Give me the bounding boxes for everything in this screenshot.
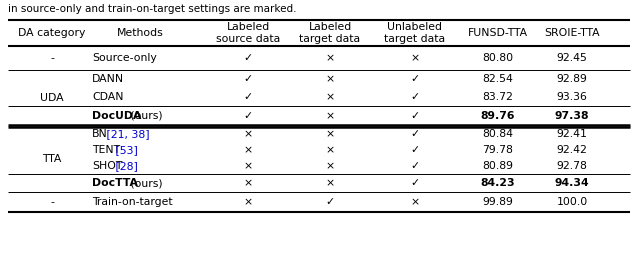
Text: ✓: ✓ xyxy=(410,161,420,171)
Text: ✓: ✓ xyxy=(410,74,420,84)
Text: 97.38: 97.38 xyxy=(555,111,589,121)
Text: ✓: ✓ xyxy=(410,92,420,102)
Text: FUNSD-TTA: FUNSD-TTA xyxy=(468,28,528,38)
Text: ✓: ✓ xyxy=(410,129,420,139)
Text: 80.89: 80.89 xyxy=(483,161,513,171)
Text: UDA: UDA xyxy=(40,93,64,103)
Text: ×: × xyxy=(325,53,335,63)
Text: TTA: TTA xyxy=(42,154,61,164)
Text: ×: × xyxy=(325,111,335,121)
Text: ✓: ✓ xyxy=(325,197,335,207)
Text: 80.80: 80.80 xyxy=(483,53,513,63)
Text: DA category: DA category xyxy=(19,28,86,38)
Text: ×: × xyxy=(243,178,253,188)
Text: DocTTA: DocTTA xyxy=(92,178,138,188)
Text: ✓: ✓ xyxy=(243,74,253,84)
Text: ×: × xyxy=(325,74,335,84)
Text: TENT: TENT xyxy=(92,145,120,155)
Text: 99.89: 99.89 xyxy=(483,197,513,207)
Text: (ours): (ours) xyxy=(127,111,162,121)
Text: ×: × xyxy=(243,161,253,171)
Text: ×: × xyxy=(410,197,420,207)
Text: Labeled
target data: Labeled target data xyxy=(300,22,360,44)
Text: ×: × xyxy=(243,129,253,139)
Text: ×: × xyxy=(243,145,253,155)
Text: 92.41: 92.41 xyxy=(557,129,588,139)
Text: -: - xyxy=(50,53,54,63)
Text: ×: × xyxy=(325,129,335,139)
Text: 92.89: 92.89 xyxy=(557,74,588,84)
Text: 92.45: 92.45 xyxy=(557,53,588,63)
Text: ✓: ✓ xyxy=(243,53,253,63)
Text: Labeled
source data: Labeled source data xyxy=(216,22,280,44)
Text: ×: × xyxy=(325,161,335,171)
Text: ×: × xyxy=(325,145,335,155)
Text: SROIE-TTA: SROIE-TTA xyxy=(544,28,600,38)
Text: 100.0: 100.0 xyxy=(556,197,588,207)
Text: 93.36: 93.36 xyxy=(557,92,588,102)
Text: ✓: ✓ xyxy=(243,92,253,102)
Text: 82.54: 82.54 xyxy=(483,74,513,84)
Text: [28]: [28] xyxy=(113,161,138,171)
Text: 92.78: 92.78 xyxy=(557,161,588,171)
Text: 92.42: 92.42 xyxy=(557,145,588,155)
Text: ✓: ✓ xyxy=(410,111,420,121)
Text: (ours): (ours) xyxy=(127,178,162,188)
Text: 83.72: 83.72 xyxy=(483,92,513,102)
Text: Methods: Methods xyxy=(116,28,163,38)
Text: DocUDA: DocUDA xyxy=(92,111,141,121)
Text: ✓: ✓ xyxy=(410,145,420,155)
Text: ×: × xyxy=(410,53,420,63)
Text: Source-only: Source-only xyxy=(92,53,157,63)
Text: [53]: [53] xyxy=(113,145,138,155)
Text: ✓: ✓ xyxy=(410,178,420,188)
Text: BN: BN xyxy=(92,129,108,139)
Text: CDAN: CDAN xyxy=(92,92,124,102)
Text: ×: × xyxy=(243,197,253,207)
Text: 79.78: 79.78 xyxy=(483,145,513,155)
Text: -: - xyxy=(50,197,54,207)
Text: 94.34: 94.34 xyxy=(555,178,589,188)
Text: 80.84: 80.84 xyxy=(483,129,513,139)
Text: 84.23: 84.23 xyxy=(481,178,515,188)
Text: ×: × xyxy=(325,92,335,102)
Text: SHOT: SHOT xyxy=(92,161,122,171)
Text: DANN: DANN xyxy=(92,74,124,84)
Text: ✓: ✓ xyxy=(243,111,253,121)
Text: in source-only and train-on-target settings are marked.: in source-only and train-on-target setti… xyxy=(8,4,296,14)
Text: Train-on-target: Train-on-target xyxy=(92,197,173,207)
Text: Unlabeled
target data: Unlabeled target data xyxy=(385,22,445,44)
Text: [21, 38]: [21, 38] xyxy=(102,129,149,139)
Text: 89.76: 89.76 xyxy=(481,111,515,121)
Text: ×: × xyxy=(325,178,335,188)
